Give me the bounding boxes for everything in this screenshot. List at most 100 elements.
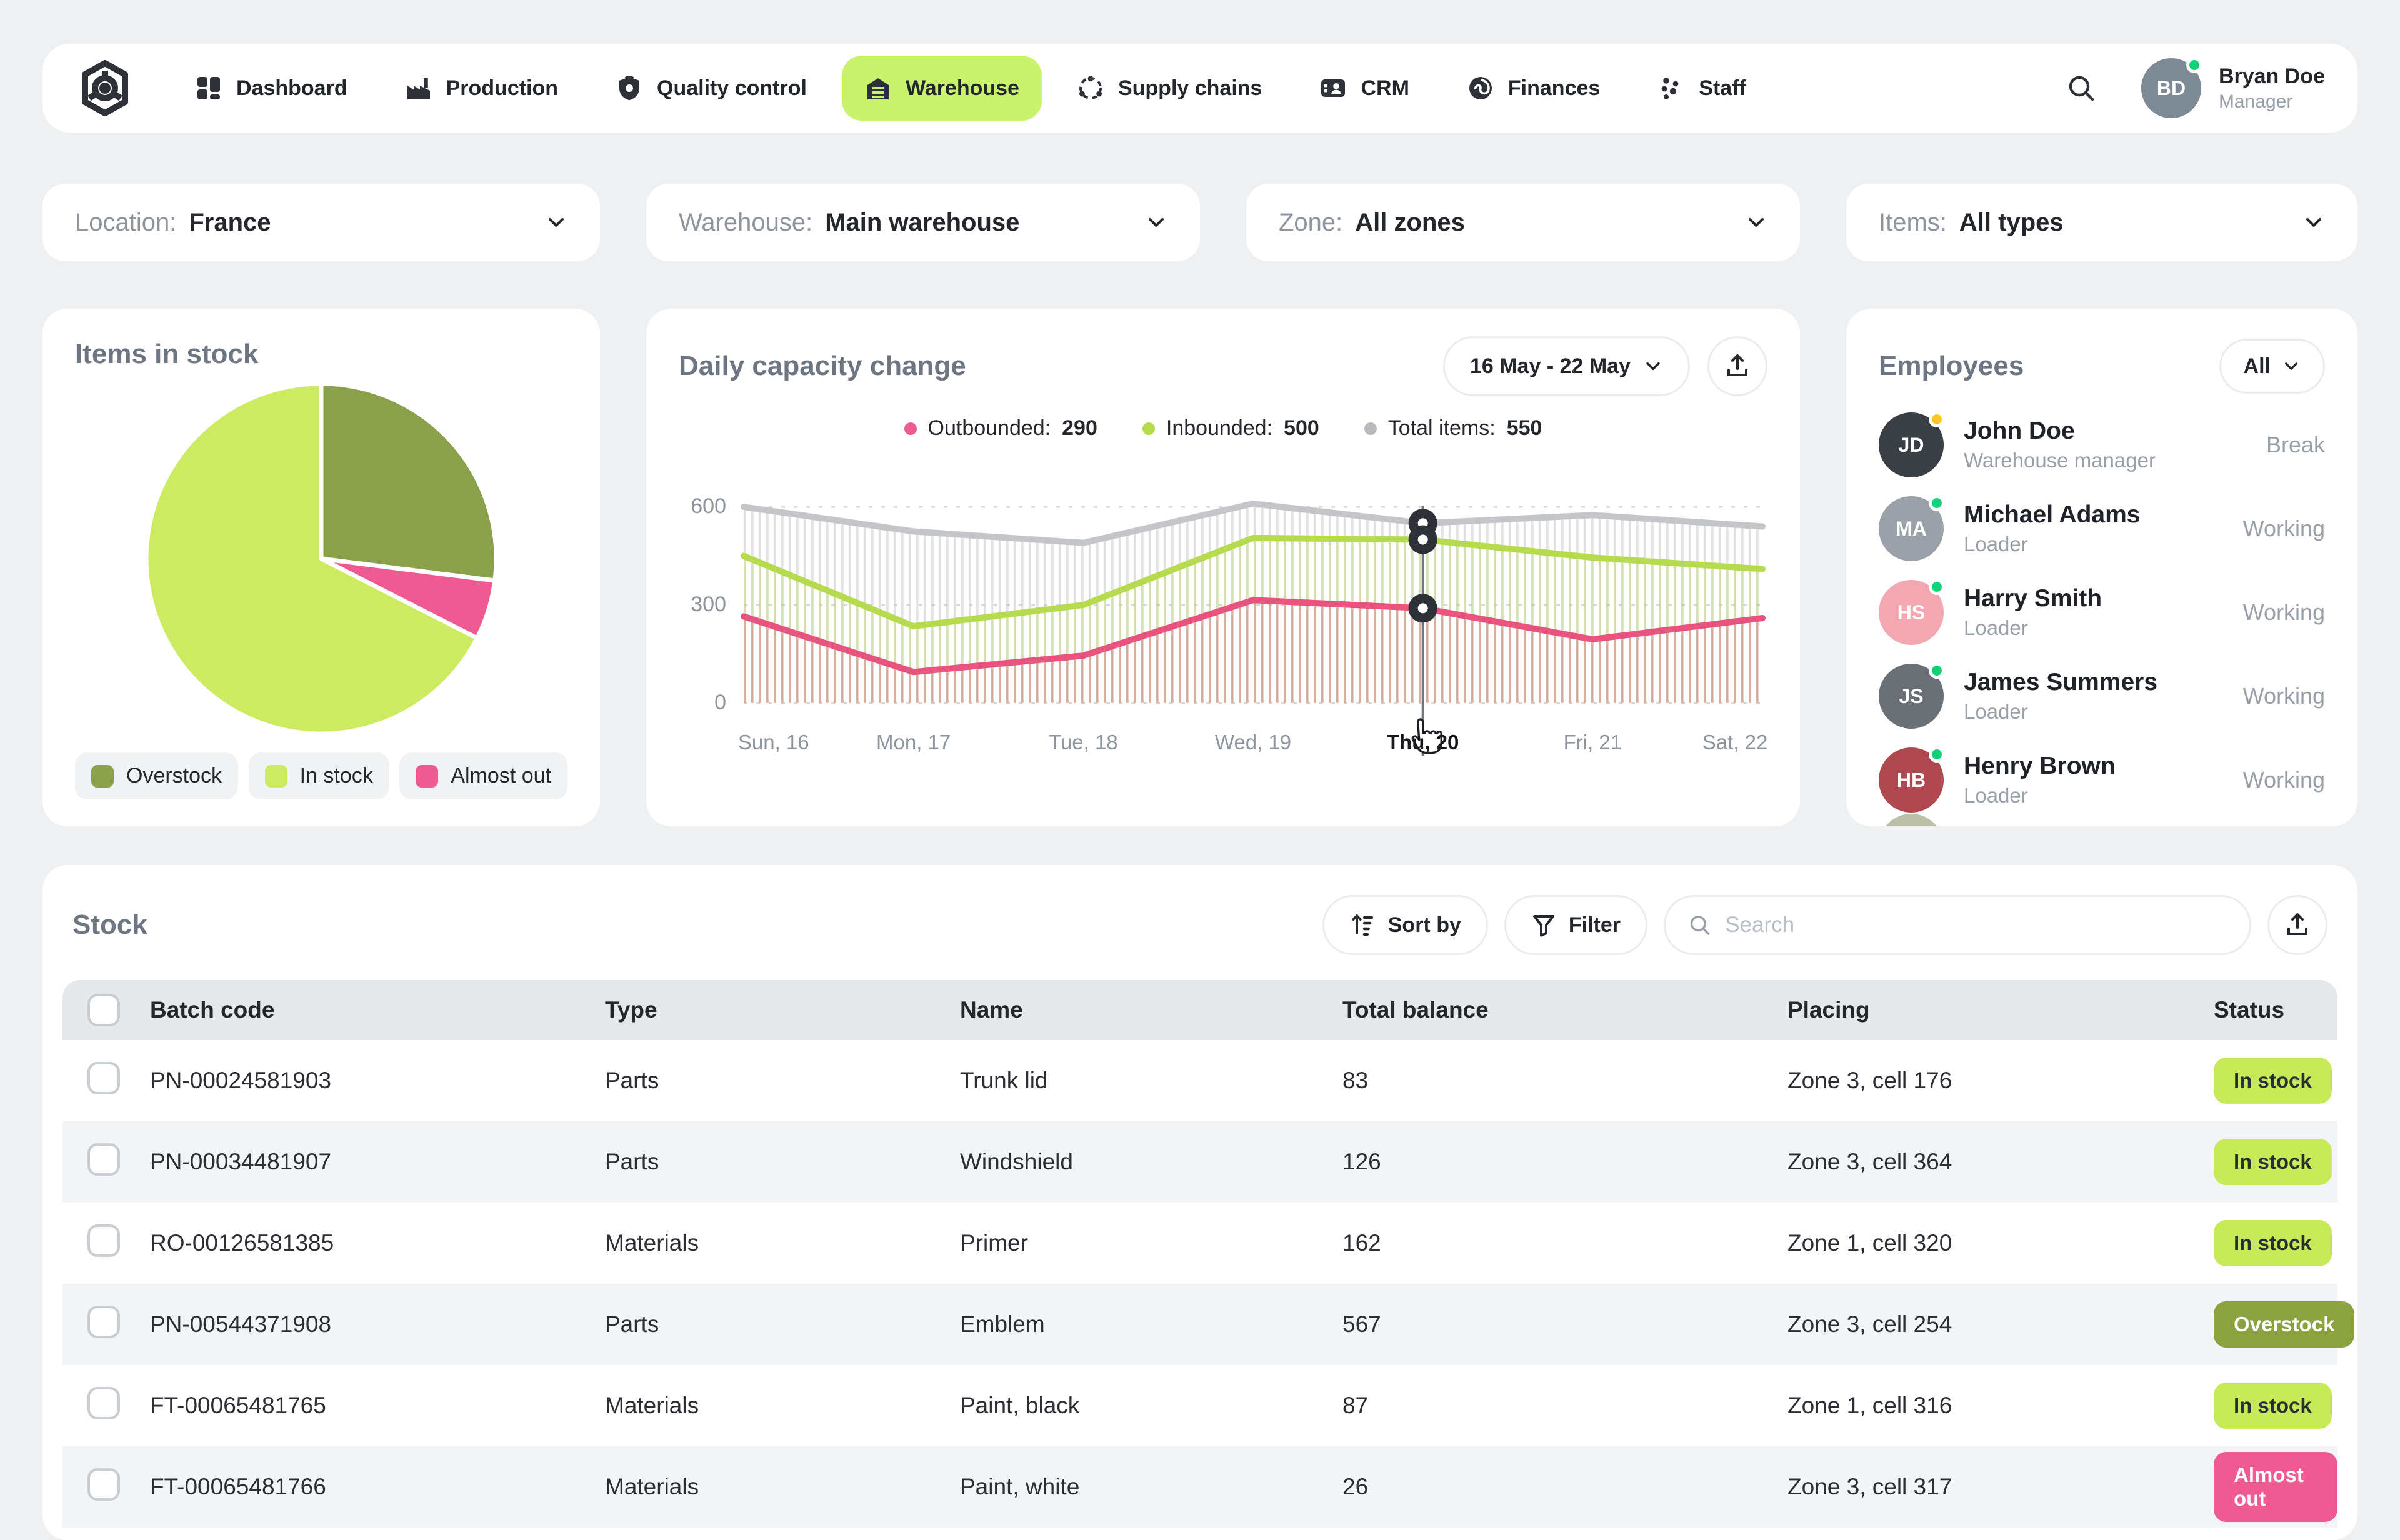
column-placing: Placing <box>1788 997 1870 1022</box>
dashboard-icon <box>198 77 220 99</box>
filter-row: Location: France Warehouse: Main warehou… <box>42 184 2358 261</box>
chevron-down-icon <box>1149 218 1164 227</box>
nav-item-finances[interactable]: Finances <box>1444 56 1622 121</box>
avatar: JD <box>1879 411 1945 478</box>
stock-header: Stock Sort by Filter <box>42 895 2358 955</box>
almost-out-swatch <box>416 764 439 788</box>
row-checkbox[interactable] <box>88 1061 120 1094</box>
status-badge: In stock <box>2214 1058 2332 1104</box>
nav-item-supply-chains[interactable]: Supply chains <box>1054 56 1285 121</box>
nav-item-dashboard[interactable]: Dashboard <box>172 56 370 121</box>
column-batch-code: Batch code <box>150 997 275 1022</box>
employee-row[interactable]: JD John Doe Warehouse manager Break <box>1879 411 2325 478</box>
status-badge: In stock <box>2214 1220 2332 1266</box>
legend-overstock: Overstock <box>75 752 239 799</box>
user-status-dot <box>2186 57 2202 73</box>
row-checkbox[interactable] <box>88 1468 120 1501</box>
nav-item-warehouse[interactable]: Warehouse <box>841 56 1042 121</box>
nav-item-quality-control[interactable]: Quality control <box>593 56 829 121</box>
employee-status-dot <box>1929 746 1945 762</box>
hand-cursor <box>1411 718 1442 754</box>
status-badge: In stock <box>2214 1139 2332 1185</box>
search-bar[interactable] <box>1664 895 2251 955</box>
row-checkbox[interactable] <box>88 1305 120 1338</box>
employee-row[interactable]: MA Michael Adams Loader Working <box>1879 495 2325 561</box>
user-menu[interactable]: BD Bryan Doe Manager <box>2141 57 2325 118</box>
export-table-button[interactable] <box>2268 895 2328 955</box>
employees-card: Employees All JD John Doe Warehouse mana… <box>1846 309 2358 826</box>
select-all-checkbox[interactable] <box>88 994 120 1026</box>
row-checkbox[interactable] <box>88 1224 120 1257</box>
location-filter[interactable]: Location: France <box>42 184 600 261</box>
table-row[interactable]: FT-00065481766 Materials Paint, white 26… <box>62 1446 2338 1528</box>
table-row[interactable]: FT-00065481765 Materials Paint, black 87… <box>62 1365 2338 1446</box>
employee-status-dot <box>1929 662 1945 679</box>
employee-status: Working <box>2242 767 2325 792</box>
stock-card: Stock Sort by Filter <box>42 865 2358 1540</box>
search-input[interactable] <box>1725 912 2227 938</box>
finances-icon <box>1469 77 1492 99</box>
nav-right: BD Bryan Doe Manager <box>2054 57 2325 118</box>
factory-icon <box>407 78 430 99</box>
table-row[interactable]: PN-00544371908 Parts Emblem 567 Zone 3, … <box>62 1284 2355 1365</box>
sort-icon <box>1352 914 1373 936</box>
inbounded-dot <box>1142 422 1155 435</box>
stock-title: Stock <box>72 909 148 940</box>
items-filter[interactable]: Items: All types <box>1846 184 2358 261</box>
table-row[interactable]: PN-00034481907 Parts Windshield 126 Zone… <box>62 1121 2338 1202</box>
employees-header: Employees All <box>1879 339 2325 394</box>
search-icon[interactable] <box>2054 61 2109 116</box>
employee-row[interactable]: HS Harry Smith Loader Working <box>1879 579 2325 645</box>
column-total-balance: Total balance <box>1342 997 1489 1022</box>
nav-item-staff[interactable]: Staff <box>1635 56 1769 121</box>
date-range-select[interactable]: 16 May - 22 May <box>1442 336 1690 396</box>
sort-by-button[interactable]: Sort by <box>1322 895 1488 955</box>
table-header-row: Batch code Type Name Total balance Placi… <box>62 980 2338 1040</box>
avatar: HB <box>1879 746 1945 812</box>
export-icon <box>1728 354 1748 376</box>
employee-status: Working <box>2242 599 2325 625</box>
warehouse-filter[interactable]: Warehouse: Main warehouse <box>646 184 1200 261</box>
pie-legend: Overstock In stock Almost out <box>75 752 568 799</box>
funnel-icon <box>1532 915 1554 937</box>
stock-pie-chart <box>144 381 499 736</box>
chevron-down-icon <box>549 218 564 227</box>
app-logo-icon[interactable] <box>75 58 135 118</box>
outbounded-dot <box>904 422 917 435</box>
status-badge: In stock <box>2214 1382 2332 1429</box>
avatar: JS <box>1879 662 1945 729</box>
nav-item-crm[interactable]: CRM <box>1297 56 1431 121</box>
export-chart-button[interactable] <box>1708 336 1768 396</box>
table-row[interactable]: RO-00126581385 Materials Primer 162 Zone… <box>62 1202 2338 1284</box>
total-items-dot <box>1364 422 1377 435</box>
employee-status-dot <box>1929 579 1945 595</box>
overstock-swatch <box>91 764 114 788</box>
line-chart-canvas <box>741 500 1766 756</box>
zone-filter[interactable]: Zone: All zones <box>1246 184 1800 261</box>
column-type: Type <box>605 997 658 1022</box>
capacity-line-chart[interactable]: 0 300 600 Sun, 16 Mon, 17 Tue, 18 Wed, 19 Thu,… <box>679 466 1768 763</box>
employee-status: Working <box>2242 683 2325 709</box>
status-badge: Overstock <box>2214 1301 2355 1348</box>
row-checkbox[interactable] <box>88 1386 120 1419</box>
row-checkbox[interactable] <box>88 1142 120 1176</box>
filter-button[interactable]: Filter <box>1504 895 1648 955</box>
employee-status-dot <box>1929 495 1945 511</box>
pie-card-title: Items in stock <box>75 339 259 369</box>
avatar: MA <box>1879 495 1945 561</box>
daily-capacity-card: Daily capacity change 16 May - 22 May Ou… <box>646 309 1800 826</box>
chevron-down-icon <box>2306 218 2321 227</box>
employee-row[interactable]: HB Henry Brown Loader Working <box>1879 746 2325 812</box>
employees-title: Employees <box>1879 351 2024 381</box>
chart-title: Daily capacity change <box>679 351 966 381</box>
table-row[interactable]: PN-00024581903 Parts Trunk lid 83 Zone 3… <box>62 1040 2338 1121</box>
nav-items: Dashboard Production Quality control War… <box>172 56 1769 121</box>
employee-status: Working <box>2242 516 2325 541</box>
user-name: Bryan Doe <box>2218 64 2325 88</box>
employees-filter-select[interactable]: All <box>2219 339 2325 394</box>
stock-table: Batch code Type Name Total balance Placi… <box>62 980 2355 1528</box>
employee-row[interactable]: JS James Summers Loader Working <box>1879 662 2325 729</box>
supply-chains-icon <box>1079 76 1102 99</box>
nav-item-production[interactable]: Production <box>382 56 581 121</box>
